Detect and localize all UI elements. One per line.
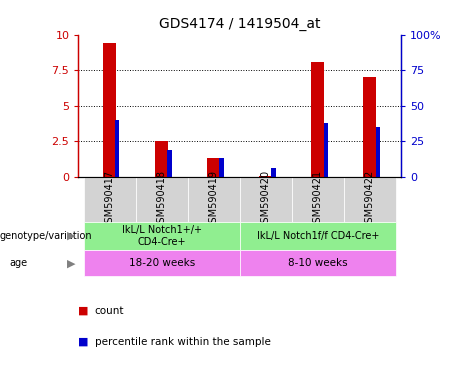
- Bar: [188, 177, 240, 222]
- Text: count: count: [95, 306, 124, 316]
- Bar: [311, 61, 324, 177]
- Bar: [207, 158, 220, 177]
- Bar: [155, 141, 168, 177]
- Title: GDS4174 / 1419504_at: GDS4174 / 1419504_at: [159, 17, 320, 31]
- Bar: [167, 150, 171, 177]
- Bar: [115, 120, 119, 177]
- Text: GSM590418: GSM590418: [157, 170, 166, 229]
- Text: ■: ■: [78, 306, 89, 316]
- Bar: [259, 176, 272, 177]
- Text: genotype/variation: genotype/variation: [0, 231, 93, 241]
- Text: GSM590421: GSM590421: [313, 170, 323, 229]
- Bar: [240, 222, 396, 250]
- Bar: [324, 123, 328, 177]
- Bar: [219, 158, 224, 177]
- Text: ▶: ▶: [67, 231, 76, 241]
- Bar: [83, 177, 136, 222]
- Text: GSM590422: GSM590422: [365, 170, 375, 229]
- Bar: [363, 77, 376, 177]
- Text: IkL/L Notch1+/+
CD4-Cre+: IkL/L Notch1+/+ CD4-Cre+: [122, 225, 201, 247]
- Bar: [103, 43, 116, 177]
- Text: percentile rank within the sample: percentile rank within the sample: [95, 337, 271, 347]
- Text: GSM590419: GSM590419: [209, 170, 219, 229]
- Bar: [240, 250, 396, 276]
- Bar: [376, 127, 380, 177]
- Bar: [136, 177, 188, 222]
- Text: GSM590420: GSM590420: [261, 170, 271, 229]
- Bar: [240, 177, 292, 222]
- Bar: [272, 168, 276, 177]
- Bar: [83, 250, 240, 276]
- Bar: [83, 222, 240, 250]
- Text: ■: ■: [78, 337, 89, 347]
- Text: 8-10 weeks: 8-10 weeks: [288, 258, 348, 268]
- Text: IkL/L Notch1f/f CD4-Cre+: IkL/L Notch1f/f CD4-Cre+: [257, 231, 379, 241]
- Text: 18-20 weeks: 18-20 weeks: [129, 258, 195, 268]
- Bar: [292, 177, 344, 222]
- Text: age: age: [9, 258, 27, 268]
- Bar: [344, 177, 396, 222]
- Text: ▶: ▶: [67, 258, 76, 268]
- Text: GSM590417: GSM590417: [105, 170, 115, 229]
